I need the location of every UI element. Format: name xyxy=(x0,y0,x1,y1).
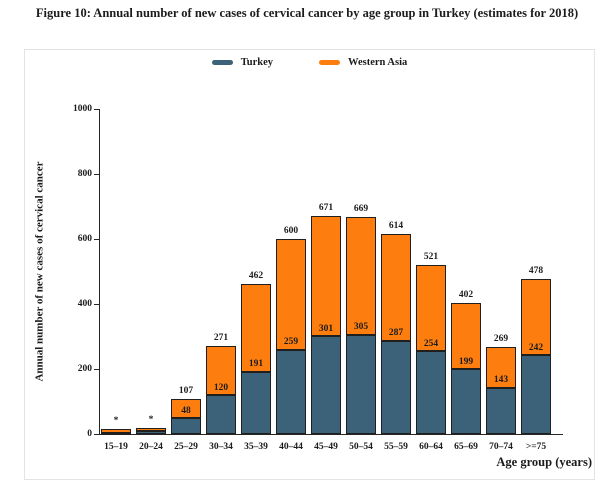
x-tick-label: 20–24 xyxy=(139,442,163,452)
bar-turkey-value-label: 143 xyxy=(493,375,509,386)
bar-segment-turkey xyxy=(451,369,481,434)
bar-total-label: 521 xyxy=(423,251,439,262)
x-tick-label: 30–34 xyxy=(209,442,233,452)
bar-segment-turkey xyxy=(346,334,376,434)
bar-segment-turkey xyxy=(521,355,551,434)
bar-total-label: 269 xyxy=(493,333,509,344)
bar-segment-western-asia xyxy=(521,278,551,356)
bar-total-label: * xyxy=(148,414,154,425)
chart-legend: Turkey Western Asia xyxy=(24,57,595,68)
bar-turkey-value-label: 191 xyxy=(248,359,264,370)
bar-total-label: 600 xyxy=(283,226,299,236)
bar-segment-turkey xyxy=(206,395,236,434)
bar-segment-turkey xyxy=(276,349,306,434)
bar-turkey-value-label: 242 xyxy=(528,342,544,353)
x-axis-line xyxy=(99,434,563,435)
y-tick-label: 0 xyxy=(87,429,92,439)
x-tick-label: 60–64 xyxy=(419,442,443,452)
y-tick-mark xyxy=(94,239,99,240)
bar-segment-turkey xyxy=(241,371,271,434)
bar-turkey-value-label: 254 xyxy=(423,338,439,349)
x-tick-label: 50–54 xyxy=(349,442,373,452)
bar-segment-turkey xyxy=(136,431,166,434)
bar-total-label: 271 xyxy=(213,332,229,343)
bar-total-label: 671 xyxy=(318,202,334,213)
y-tick-label: 600 xyxy=(77,234,92,244)
legend-label-western-asia: Western Asia xyxy=(348,57,408,68)
bar-segment-western-asia xyxy=(346,216,376,335)
x-tick-label: 65–69 xyxy=(454,442,478,452)
bar-segment-western-asia xyxy=(451,303,481,370)
bar-turkey-value-label: 287 xyxy=(388,328,404,339)
bar-turkey-value-label: 48 xyxy=(181,405,191,416)
bar-turkey-value-label: 301 xyxy=(318,323,334,334)
bar-segment-western-asia xyxy=(206,345,236,395)
western-asia-series-swatch-icon xyxy=(319,60,341,65)
bar-segment-western-asia xyxy=(311,215,341,337)
x-tick-label: 70–74 xyxy=(489,442,513,452)
bar-total-label: 478 xyxy=(528,265,544,276)
legend-item-turkey: Turkey xyxy=(211,57,274,68)
y-tick-label: 200 xyxy=(77,364,92,374)
bar-turkey-value-label: 305 xyxy=(353,322,369,333)
legend-label-turkey: Turkey xyxy=(240,57,274,68)
x-tick-label: 45–49 xyxy=(314,442,338,452)
y-tick-mark xyxy=(94,109,99,110)
bar-total-label: 402 xyxy=(458,290,474,301)
bar-segment-turkey xyxy=(416,351,446,434)
y-tick-mark xyxy=(94,369,99,370)
bar-total-label: 462 xyxy=(248,270,264,281)
bar-total-label: 614 xyxy=(388,221,404,232)
bar-segment-western-asia xyxy=(241,283,271,372)
x-tick-label: 35–39 xyxy=(244,442,268,452)
bar-total-label: * xyxy=(113,416,119,427)
y-axis-title: Annual number of new cases of cervical c… xyxy=(33,161,46,382)
y-tick-label: 1000 xyxy=(73,104,92,114)
bar-segment-turkey xyxy=(381,340,411,434)
figure-caption: Figure 10: Annual number of new cases of… xyxy=(35,6,579,20)
x-tick-label: 25–29 xyxy=(174,442,198,452)
x-axis-title: Age group (years) xyxy=(496,455,592,469)
y-tick-mark xyxy=(94,304,99,305)
y-tick-label: 800 xyxy=(77,169,92,179)
bar-segment-western-asia xyxy=(171,399,201,419)
bar-segment-turkey xyxy=(101,432,131,435)
bar-segment-turkey xyxy=(171,418,201,434)
x-tick-label: 55–59 xyxy=(384,442,408,452)
x-tick-label: >=75 xyxy=(525,442,547,452)
bar-turkey-value-label: 259 xyxy=(283,337,299,348)
bar-total-label: 669 xyxy=(353,203,369,214)
bar-segment-western-asia xyxy=(276,239,306,350)
bar-segment-western-asia xyxy=(486,346,516,388)
bar-segment-western-asia xyxy=(416,264,446,352)
x-tick-label: 15–19 xyxy=(104,442,128,452)
bar-segment-turkey xyxy=(311,336,341,434)
bar-turkey-value-label: 120 xyxy=(213,382,229,393)
y-tick-mark xyxy=(94,434,99,435)
bar-segment-western-asia xyxy=(101,429,131,433)
bar-turkey-value-label: 199 xyxy=(458,356,474,367)
x-tick-label: 40–44 xyxy=(279,442,303,452)
legend-item-western-asia: Western Asia xyxy=(319,57,407,68)
y-axis-line xyxy=(99,109,100,435)
y-tick-label: 400 xyxy=(77,299,92,309)
bar-segment-turkey xyxy=(486,387,516,434)
bar-segment-western-asia xyxy=(136,427,166,432)
bar-segment-western-asia xyxy=(381,234,411,341)
bar-total-label: 107 xyxy=(178,386,194,397)
y-tick-mark xyxy=(94,174,99,175)
turkey-series-swatch-icon xyxy=(211,60,233,65)
